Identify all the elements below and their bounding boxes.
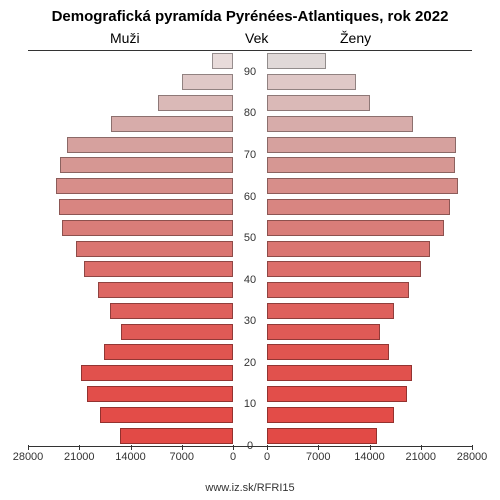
women-bar — [267, 137, 456, 153]
x-tick-label: 21000 — [64, 451, 95, 463]
women-bar — [267, 241, 430, 257]
women-bar — [267, 178, 458, 194]
population-pyramid-chart: Demografická pyramída Pyrénées-Atlantiqu… — [0, 0, 500, 500]
women-bar — [267, 74, 356, 90]
age-tick-label: 10 — [233, 398, 267, 410]
men-bar — [120, 428, 233, 444]
women-bar — [267, 407, 394, 423]
men-bar — [100, 407, 233, 423]
women-bar — [267, 428, 377, 444]
plot-area: 0102030405060708090 — [28, 50, 472, 447]
age-tick-label: 50 — [233, 232, 267, 244]
men-bar — [87, 386, 233, 402]
age-tick-label: 70 — [233, 149, 267, 161]
age-tick-label: 30 — [233, 315, 267, 327]
x-tick-label: 0 — [230, 451, 236, 463]
age-tick-label: 90 — [233, 66, 267, 78]
women-bars — [267, 51, 472, 446]
women-bar — [267, 282, 409, 298]
men-bar — [67, 137, 233, 153]
women-label: Ženy — [340, 30, 371, 46]
x-tick-label: 14000 — [115, 451, 146, 463]
men-label: Muži — [110, 30, 140, 46]
women-bar — [267, 157, 455, 173]
women-bar — [267, 344, 389, 360]
age-tick-label: 60 — [233, 191, 267, 203]
men-bar — [182, 74, 233, 90]
women-bar — [267, 116, 413, 132]
women-bar — [267, 53, 326, 69]
x-tick-label: 28000 — [13, 451, 44, 463]
x-tick-label: 0 — [264, 451, 270, 463]
men-bar — [59, 199, 233, 215]
men-bar — [60, 157, 233, 173]
age-tick-label: 80 — [233, 107, 267, 119]
women-bar — [267, 365, 412, 381]
age-label: Vek — [245, 30, 268, 46]
women-bar — [267, 261, 421, 277]
women-bar — [267, 199, 450, 215]
age-tick-label: 40 — [233, 274, 267, 286]
x-axis: 2800021000140007000007000140002100028000 — [28, 445, 472, 475]
men-bar — [121, 324, 233, 340]
women-bar — [267, 386, 407, 402]
men-bar — [81, 365, 233, 381]
age-tick-label: 20 — [233, 357, 267, 369]
men-bar — [110, 303, 233, 319]
chart-title: Demografická pyramída Pyrénées-Atlantiqu… — [0, 8, 500, 25]
x-tick-label: 28000 — [457, 451, 488, 463]
men-bar — [212, 53, 233, 69]
men-bar — [62, 220, 233, 236]
x-tick-label: 21000 — [405, 451, 436, 463]
age-axis: 0102030405060708090 — [233, 51, 267, 446]
x-tick-label: 7000 — [170, 451, 194, 463]
x-tick-label: 14000 — [354, 451, 385, 463]
men-bars — [28, 51, 233, 446]
men-bar — [76, 241, 233, 257]
men-bar — [158, 95, 233, 111]
source-url: www.iz.sk/RFRI15 — [0, 482, 500, 494]
men-bar — [98, 282, 233, 298]
women-bar — [267, 303, 394, 319]
men-bar — [56, 178, 233, 194]
men-bar — [111, 116, 233, 132]
women-bar — [267, 324, 380, 340]
men-bar — [104, 344, 233, 360]
x-tick-label: 7000 — [306, 451, 330, 463]
men-bar — [84, 261, 233, 277]
women-bar — [267, 220, 444, 236]
women-bar — [267, 95, 370, 111]
